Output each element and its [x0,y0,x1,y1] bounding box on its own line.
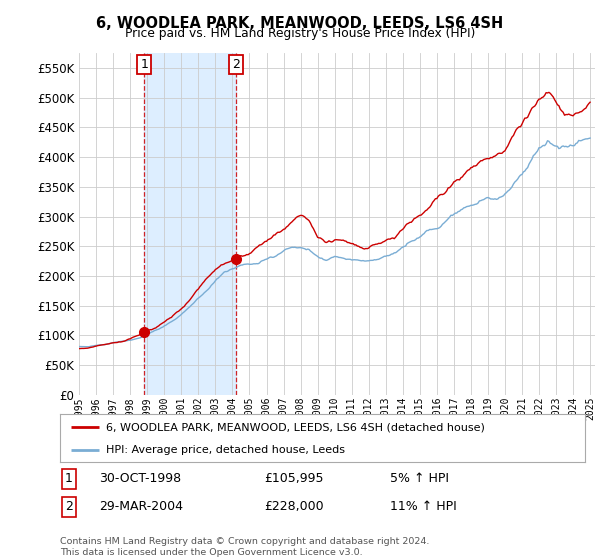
Text: HPI: Average price, detached house, Leeds: HPI: Average price, detached house, Leed… [106,445,345,455]
Text: 6, WOODLEA PARK, MEANWOOD, LEEDS, LS6 4SH (detached house): 6, WOODLEA PARK, MEANWOOD, LEEDS, LS6 4S… [106,422,485,432]
Text: 29-MAR-2004: 29-MAR-2004 [99,500,183,514]
Text: 1: 1 [65,472,73,486]
Text: £105,995: £105,995 [264,472,323,486]
Text: 6, WOODLEA PARK, MEANWOOD, LEEDS, LS6 4SH: 6, WOODLEA PARK, MEANWOOD, LEEDS, LS6 4S… [97,16,503,31]
Text: 11% ↑ HPI: 11% ↑ HPI [390,500,457,514]
Bar [145,53,236,395]
Text: 1: 1 [140,58,148,71]
Text: 5% ↑ HPI: 5% ↑ HPI [390,472,449,486]
Text: 2: 2 [65,500,73,514]
Text: 30-OCT-1998: 30-OCT-1998 [99,472,181,486]
Text: Contains HM Land Registry data © Crown copyright and database right 2024.
This d: Contains HM Land Registry data © Crown c… [60,537,430,557]
Text: £228,000: £228,000 [264,500,323,514]
Text: Price paid vs. HM Land Registry's House Price Index (HPI): Price paid vs. HM Land Registry's House … [125,27,475,40]
Text: 2: 2 [232,58,241,71]
